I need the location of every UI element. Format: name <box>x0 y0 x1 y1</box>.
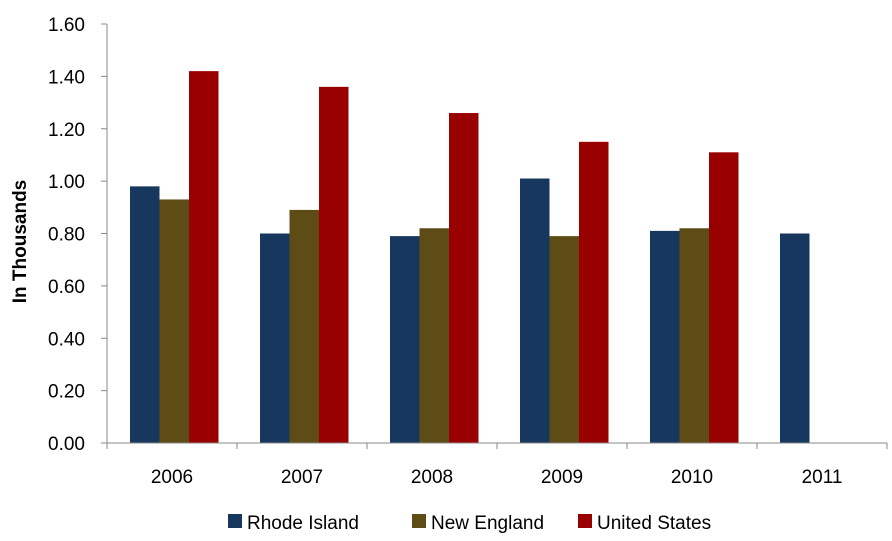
bar-united-states-2007 <box>319 86 349 443</box>
y-tick-label: 0.00 <box>48 434 85 455</box>
x-tick-label: 2009 <box>541 467 583 488</box>
x-tick-label: 2008 <box>411 467 453 488</box>
y-tick-label: 1.60 <box>48 15 85 36</box>
legend-label-united-states: United States <box>597 513 711 534</box>
bar-united-states-2008 <box>449 113 479 443</box>
bars-layer <box>130 71 810 444</box>
bar-new-england-2010 <box>679 228 709 443</box>
y-tick-label: 1.20 <box>48 120 85 141</box>
y-tick-label: 0.20 <box>48 382 85 403</box>
bar-united-states-2009 <box>579 141 609 443</box>
legend-swatch-new-england <box>412 514 426 528</box>
legend-label-new-england: New England <box>431 513 544 534</box>
bar-new-england-2009 <box>549 236 579 443</box>
bar-united-states-2006 <box>189 71 219 443</box>
bar-new-england-2006 <box>159 199 189 443</box>
bar-rhode-island-2009 <box>520 178 550 443</box>
y-tick-label: 0.60 <box>48 277 85 298</box>
bar-new-england-2008 <box>419 228 449 443</box>
bar-rhode-island-2011 <box>780 233 810 443</box>
legend-swatch-rhode-island <box>228 514 242 528</box>
y-tick-label: 1.40 <box>48 67 85 88</box>
bar-new-england-2007 <box>289 209 319 443</box>
x-axis-ticks: 2006 2007 2008 2009 2010 2011 <box>106 443 888 488</box>
y-axis-title: In Thousands <box>10 180 31 304</box>
y-axis-ticks: 0.00 0.20 0.40 0.60 0.80 1.00 1.20 1.40 1.60 <box>48 15 107 455</box>
x-tick-label: 2010 <box>671 467 713 488</box>
axes-layer <box>106 24 887 444</box>
y-tick-label: 0.40 <box>48 329 85 350</box>
bar-united-states-2010 <box>709 152 739 443</box>
y-tick-label: 1.00 <box>48 172 85 193</box>
bar-rhode-island-2008 <box>390 236 420 443</box>
legend-label-rhode-island: Rhode Island <box>247 513 359 534</box>
bar-rhode-island-2007 <box>260 233 290 443</box>
bar-rhode-island-2006 <box>130 186 160 444</box>
x-tick-label: 2011 <box>802 467 843 488</box>
bar-rhode-island-2010 <box>650 230 680 443</box>
x-tick-label: 2007 <box>281 467 323 488</box>
x-tick-label: 2006 <box>151 467 193 488</box>
legend: Rhode Island New England United States <box>228 513 711 534</box>
legend-swatch-united-states <box>578 514 592 528</box>
y-tick-label: 0.80 <box>48 225 85 246</box>
